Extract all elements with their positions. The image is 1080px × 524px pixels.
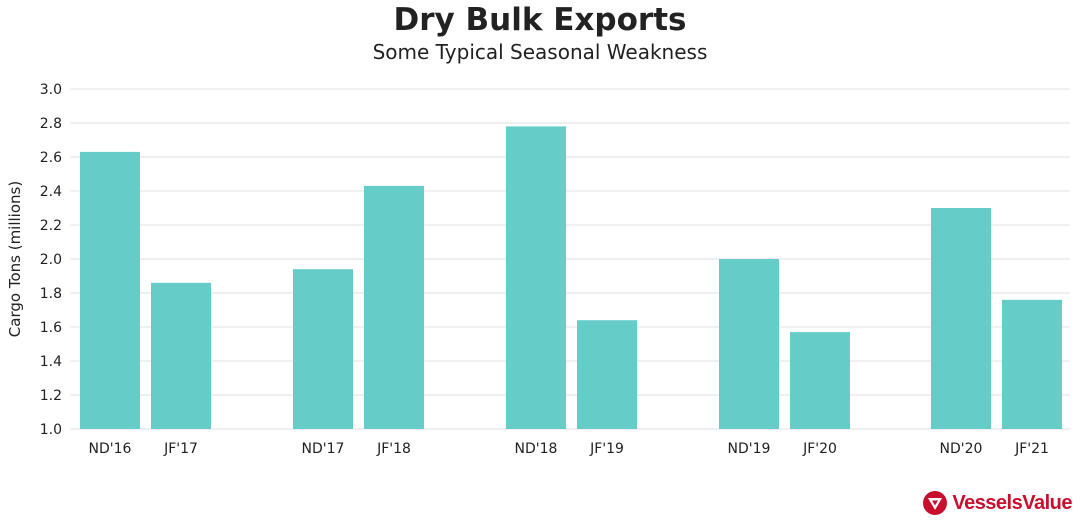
y-tick-label: 1.6 [40,320,62,336]
y-tick-label: 2.4 [40,184,62,200]
y-tick-label: 3.0 [40,82,62,98]
brand-name: VesselsValue [952,491,1072,514]
bar-ND'18 [506,126,566,430]
bar-JF'21 [1002,299,1062,429]
y-axis-ticks: 1.0 1.2 1.4 1.6 1.8 2.0 2.2 2.4 2.6 2.8 3.0 [40,82,62,438]
bar-ND'19 [719,259,779,429]
y-axis-label: Cargo Tons (millions) [6,181,24,337]
x-tick-label: ND'16 [89,441,132,457]
bar-JF'18 [364,185,424,429]
bar-ND'20 [931,208,991,429]
x-tick-label: JF'20 [802,441,837,457]
x-axis-ticks: ND'16 JF'17 ND'17 JF'18 ND'18 JF'19 ND'19 JF'20… [89,441,1049,457]
x-tick-label: JF'19 [589,441,624,457]
x-tick-label: ND'18 [515,441,558,457]
bar-JF'19 [577,320,637,429]
vesselsvalue-logo: VesselsValue [922,490,1072,516]
chart-title: Dry Bulk Exports [393,2,687,38]
bar-chart: 1.0 1.2 1.4 1.6 1.8 2.0 2.2 2.4 2.6 2.8 3.0 ND'16 J… [6,82,1070,457]
x-tick-label: JF'17 [163,441,198,457]
bar-ND'17 [293,269,353,429]
bars [80,126,1062,430]
y-tick-label: 1.0 [40,422,62,438]
x-tick-label: JF'18 [376,441,411,457]
bar-JF'17 [151,282,211,429]
y-tick-label: 1.4 [40,354,62,370]
y-tick-label: 2.2 [40,218,62,234]
y-tick-label: 1.2 [40,388,62,404]
bar-ND'16 [80,151,140,429]
x-tick-label: ND'17 [302,441,345,457]
vesselsvalue-logo-icon [923,491,948,515]
x-tick-label: ND'20 [940,441,983,457]
x-tick-label: ND'19 [728,441,771,457]
y-tick-label: 1.8 [40,286,62,302]
grid-lines [70,88,1070,430]
bar-JF'20 [790,332,850,429]
y-tick-label: 2.0 [40,252,62,268]
chart-subtitle: Some Typical Seasonal Weakness [372,40,708,64]
x-tick-label: JF'21 [1014,441,1049,457]
y-tick-label: 2.6 [40,150,62,166]
y-tick-label: 2.8 [40,116,62,132]
